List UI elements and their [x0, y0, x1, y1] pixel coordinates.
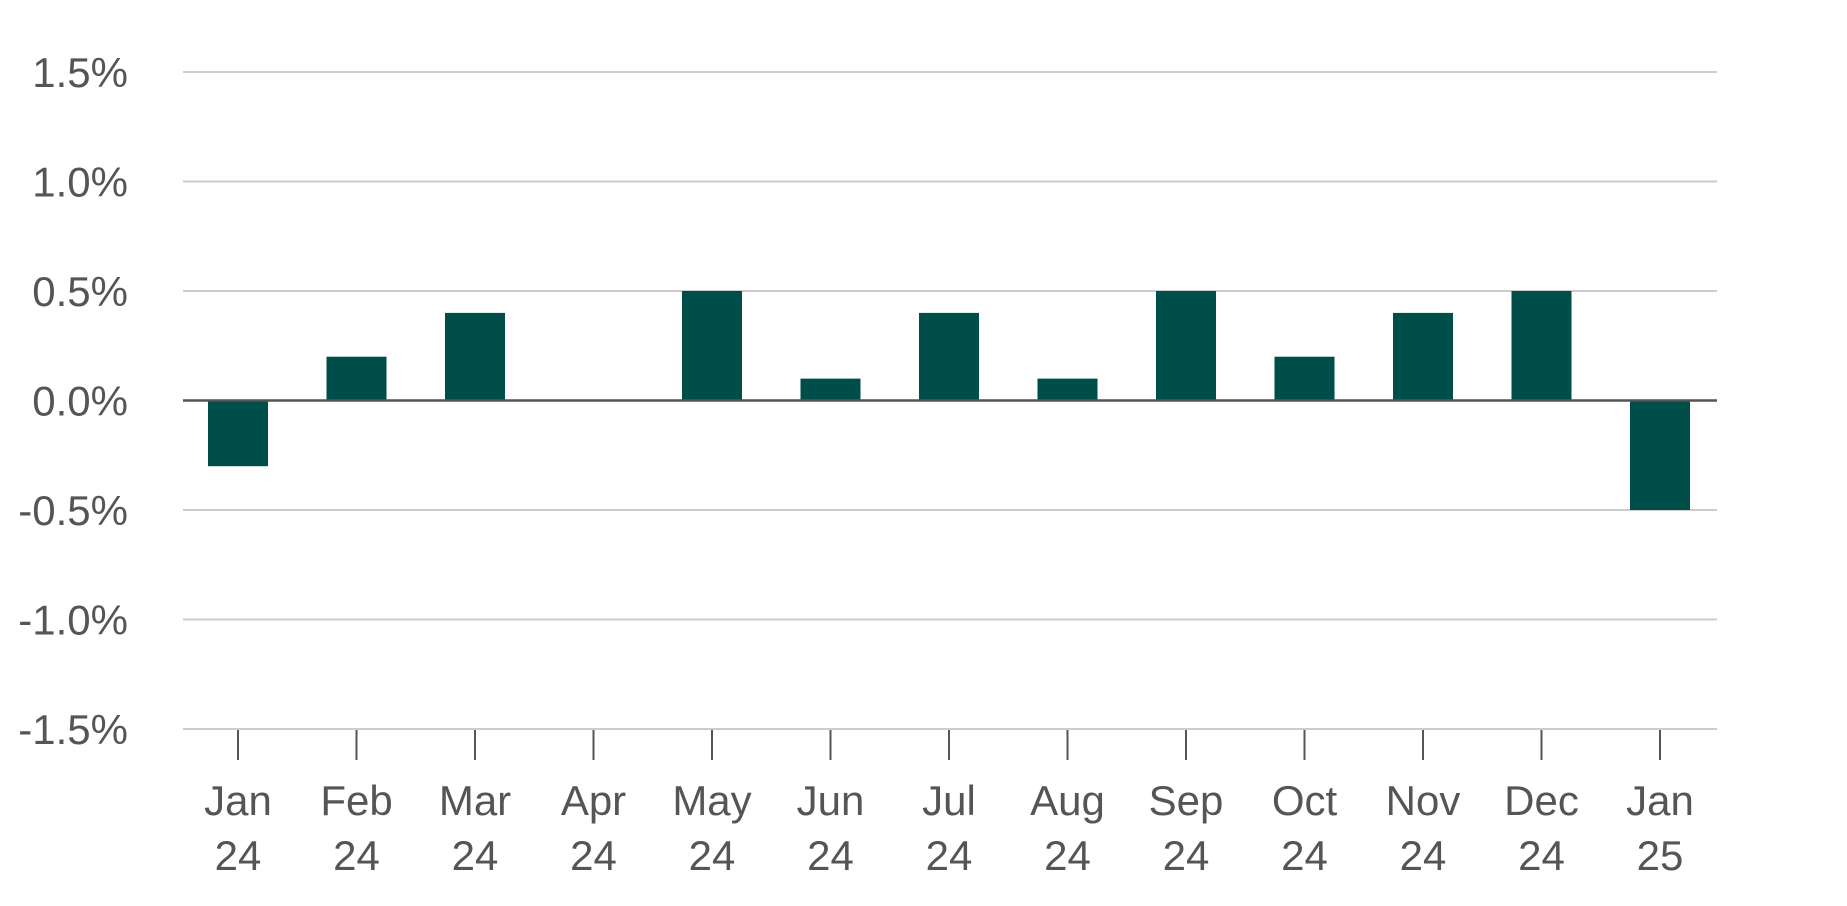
x-axis-ticks: Jan 24 Feb 24 Mar 24 Apr 24 May 24 Jun 24 Jul 24 Aug 24…: [204, 730, 1694, 879]
bar: [682, 291, 742, 401]
bar: [1630, 400, 1690, 510]
x-tick-label-year: 24: [926, 832, 973, 879]
x-tick-label-month: Jul: [922, 777, 976, 824]
y-tick-label: 0.5%: [32, 268, 128, 315]
y-axis-tick-labels: 1.5% 1.0% 0.5% 0.0% -0.5% -1.0% -1.5%: [18, 49, 128, 753]
x-tick-label-year: 24: [1163, 832, 1210, 879]
x-tick-label-month: Jan: [204, 777, 272, 824]
bar: [1156, 291, 1216, 401]
x-tick-label-year: 24: [1044, 832, 1091, 879]
x-tick-label-year: 24: [689, 832, 736, 879]
y-tick-label: -0.5%: [18, 487, 128, 534]
x-tick-label-month: Nov: [1386, 777, 1461, 824]
bar: [445, 312, 505, 401]
x-tick-label-year: 24: [1400, 832, 1447, 879]
x-tick-label-month: May: [672, 777, 751, 824]
y-tick-label: -1.5%: [18, 706, 128, 753]
y-tick-label: 1.5%: [32, 49, 128, 96]
x-tick-label-month: Apr: [561, 777, 626, 824]
x-tick-label-year: 24: [807, 832, 854, 879]
x-tick-label-year: 24: [1281, 832, 1328, 879]
x-tick-label-month: Mar: [439, 777, 511, 824]
y-tick-label: 1.0%: [32, 159, 128, 206]
x-tick-label-month: Sep: [1149, 777, 1224, 824]
x-tick-label-year: 24: [452, 832, 499, 879]
x-tick-label-year: 25: [1637, 832, 1684, 879]
x-tick-label-month: Dec: [1504, 777, 1579, 824]
gridlines: [183, 71, 1717, 730]
bar: [919, 312, 979, 401]
bar: [1393, 312, 1453, 401]
x-tick-label-year: 24: [215, 832, 262, 879]
bar: [1037, 378, 1098, 401]
x-tick-label-month: Jan: [1626, 777, 1694, 824]
x-tick-label-month: Aug: [1030, 777, 1105, 824]
x-tick-label-month: Jun: [797, 777, 865, 824]
bar: [326, 356, 387, 401]
x-tick-label-year: 24: [1518, 832, 1565, 879]
x-tick-label-month: Oct: [1272, 777, 1338, 824]
bar: [1274, 356, 1335, 401]
bar: [208, 400, 268, 467]
x-tick-label-year: 24: [333, 832, 380, 879]
y-tick-label: 0.0%: [32, 378, 128, 425]
x-tick-label-month: Feb: [320, 777, 392, 824]
bar: [1511, 291, 1572, 401]
bar: [800, 378, 861, 401]
y-tick-label: -1.0%: [18, 597, 128, 644]
bars: [208, 291, 1690, 510]
x-tick-label-year: 24: [570, 832, 617, 879]
